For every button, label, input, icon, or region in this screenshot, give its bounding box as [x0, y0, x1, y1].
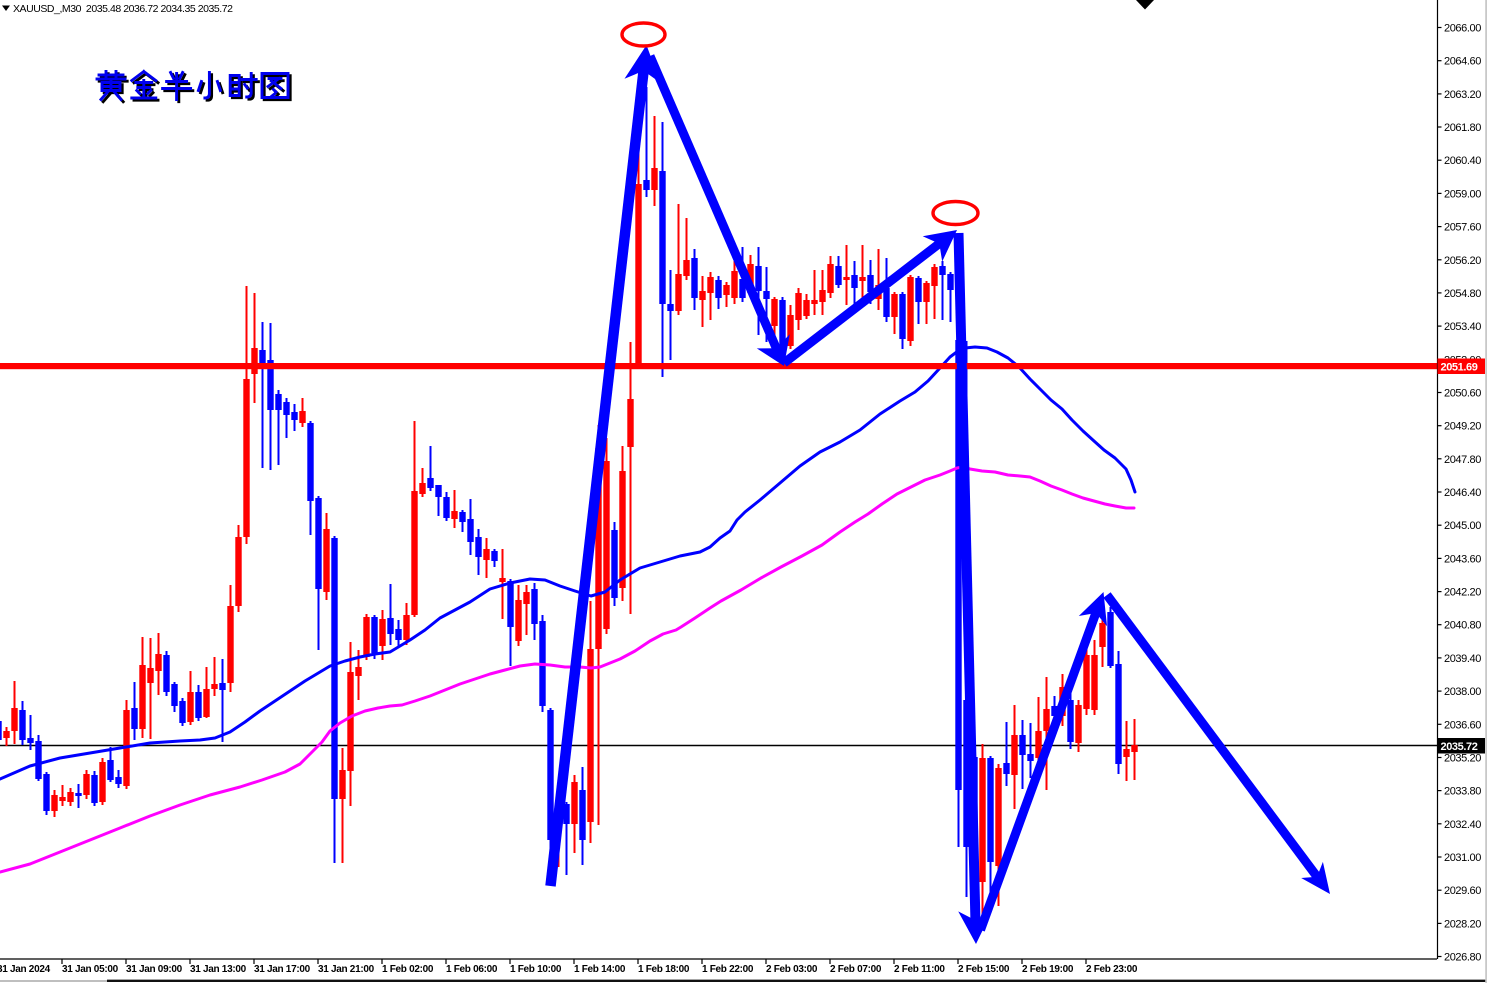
svg-text:2047.80: 2047.80: [1444, 454, 1481, 466]
svg-text:2066.00: 2066.00: [1444, 23, 1481, 35]
svg-text:2029.60: 2029.60: [1444, 885, 1481, 897]
svg-text:2056.20: 2056.20: [1444, 255, 1481, 267]
svg-text:2043.60: 2043.60: [1444, 553, 1481, 565]
svg-text:2054.80: 2054.80: [1444, 288, 1481, 300]
svg-text:2 Feb 19:00: 2 Feb 19:00: [1022, 964, 1074, 975]
svg-text:2032.40: 2032.40: [1444, 819, 1481, 831]
svg-text:2036.60: 2036.60: [1444, 719, 1481, 731]
svg-text:2 Feb 23:00: 2 Feb 23:00: [1086, 964, 1138, 975]
svg-text:2035.20: 2035.20: [1444, 753, 1481, 765]
svg-text:2 Feb 07:00: 2 Feb 07:00: [830, 964, 882, 975]
svg-text:XAUUSD_,M30 2035.48 2036.72 2: XAUUSD_,M30 2035.48 2036.72 2034.35 2035…: [13, 3, 233, 15]
svg-text:2039.40: 2039.40: [1444, 653, 1481, 665]
svg-text:2050.60: 2050.60: [1444, 388, 1481, 400]
svg-text:1 Feb 10:00: 1 Feb 10:00: [510, 964, 562, 975]
svg-text:31 Jan 13:00: 31 Jan 13:00: [190, 964, 247, 975]
svg-text:1 Feb 18:00: 1 Feb 18:00: [638, 964, 690, 975]
svg-text:31 Jan 2024: 31 Jan 2024: [0, 964, 51, 975]
svg-text:2026.80: 2026.80: [1444, 952, 1481, 964]
svg-text:1 Feb 06:00: 1 Feb 06:00: [446, 964, 498, 975]
svg-text:2 Feb 11:00: 2 Feb 11:00: [894, 964, 945, 975]
svg-text:31 Jan 05:00: 31 Jan 05:00: [62, 964, 119, 975]
svg-text:2 Feb 15:00: 2 Feb 15:00: [958, 964, 1010, 975]
svg-text:2035.72: 2035.72: [1441, 741, 1478, 753]
svg-text:2063.20: 2063.20: [1444, 89, 1481, 101]
svg-text:2059.00: 2059.00: [1444, 188, 1481, 200]
svg-text:2051.69: 2051.69: [1441, 362, 1478, 374]
svg-text:2028.20: 2028.20: [1444, 918, 1481, 930]
svg-text:2045.00: 2045.00: [1444, 520, 1481, 532]
svg-text:2033.80: 2033.80: [1444, 786, 1481, 798]
svg-text:2046.40: 2046.40: [1444, 487, 1481, 499]
svg-text:2038.00: 2038.00: [1444, 686, 1481, 698]
svg-text:2042.20: 2042.20: [1444, 587, 1481, 599]
svg-text:2031.00: 2031.00: [1444, 852, 1481, 864]
svg-text:1 Feb 22:00: 1 Feb 22:00: [702, 964, 754, 975]
svg-text:1 Feb 14:00: 1 Feb 14:00: [574, 964, 626, 975]
svg-text:31 Jan 17:00: 31 Jan 17:00: [254, 964, 311, 975]
svg-text:2 Feb 03:00: 2 Feb 03:00: [766, 964, 818, 975]
svg-text:2060.40: 2060.40: [1444, 155, 1481, 167]
svg-text:31 Jan 09:00: 31 Jan 09:00: [126, 964, 183, 975]
svg-text:2040.80: 2040.80: [1444, 620, 1481, 632]
svg-text:2049.20: 2049.20: [1444, 421, 1481, 433]
svg-text:31 Jan 21:00: 31 Jan 21:00: [318, 964, 375, 975]
svg-text:1 Feb 02:00: 1 Feb 02:00: [382, 964, 434, 975]
svg-text:2064.60: 2064.60: [1444, 56, 1481, 68]
svg-text:2061.80: 2061.80: [1444, 122, 1481, 134]
svg-text:2057.60: 2057.60: [1444, 222, 1481, 234]
svg-text:2053.40: 2053.40: [1444, 321, 1481, 333]
